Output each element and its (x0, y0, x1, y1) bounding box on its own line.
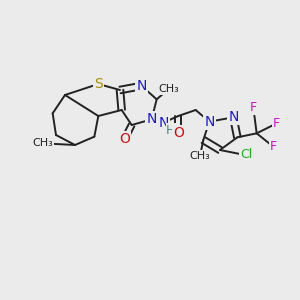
Text: N: N (136, 79, 147, 93)
Text: N: N (204, 115, 214, 129)
Text: S: S (94, 77, 103, 91)
Text: F: F (250, 101, 257, 114)
Text: O: O (173, 126, 184, 140)
Text: O: O (119, 132, 130, 146)
Text: F: F (270, 140, 277, 153)
Text: N: N (228, 110, 238, 124)
Text: H: H (166, 124, 176, 137)
Text: CH₃: CH₃ (158, 84, 179, 94)
Text: CH₃: CH₃ (32, 138, 53, 148)
Text: F: F (273, 117, 280, 130)
Text: N: N (158, 116, 169, 130)
Text: Cl: Cl (240, 148, 252, 160)
Text: CH₃: CH₃ (190, 151, 210, 161)
Text: N: N (146, 112, 157, 126)
